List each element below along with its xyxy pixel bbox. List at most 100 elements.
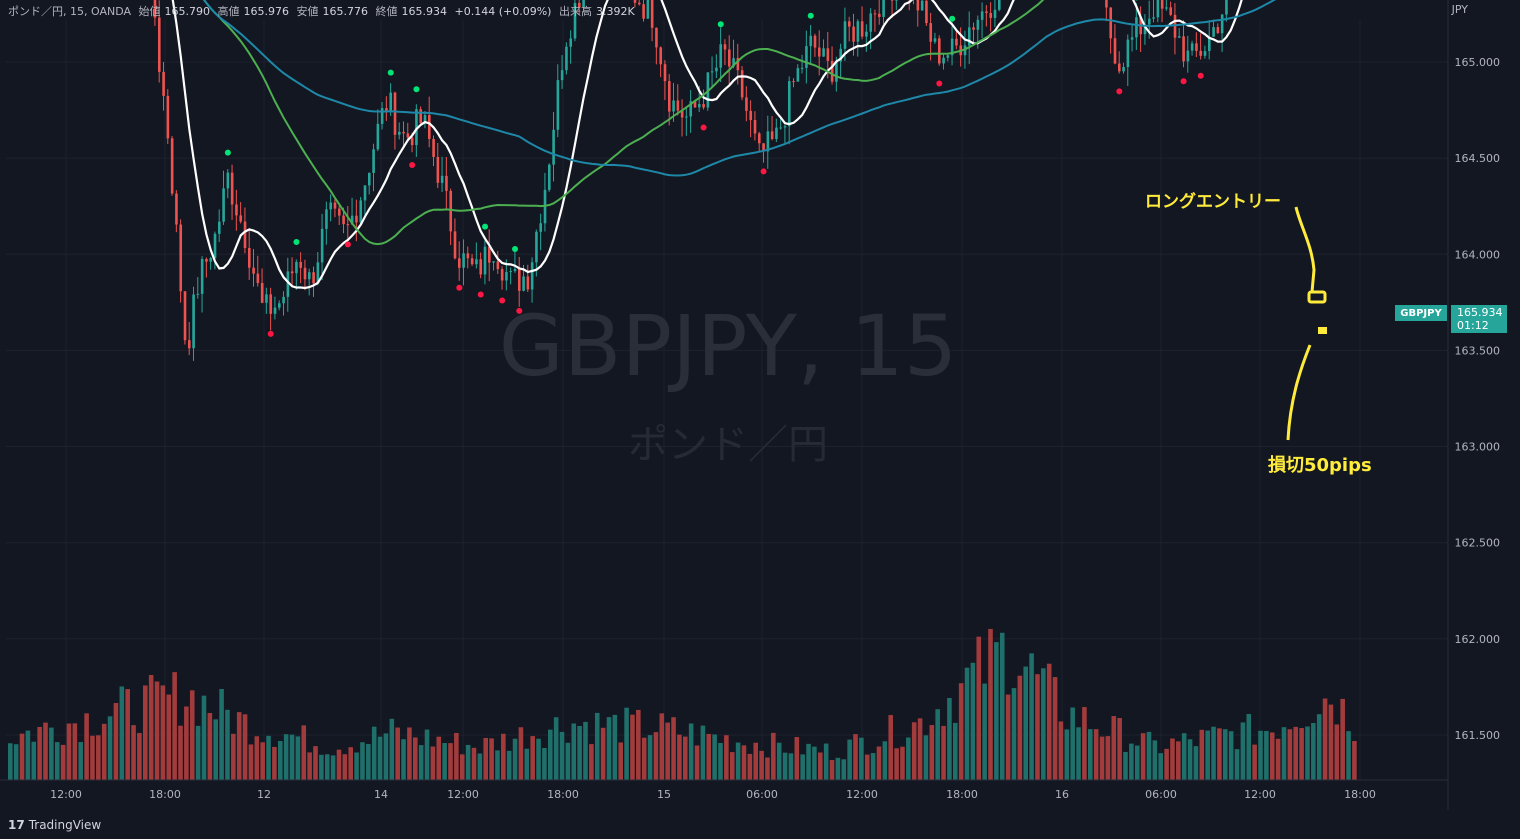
volume-bar <box>395 728 400 780</box>
volume-bar <box>190 690 195 780</box>
volume-bar <box>237 712 242 780</box>
candle-body <box>548 165 551 190</box>
candle-body <box>244 222 247 248</box>
symbol-title[interactable]: ポンド／円, 15, OANDA <box>8 5 131 18</box>
volume-bar <box>278 741 283 780</box>
volume-bar <box>307 752 312 780</box>
volume-bar <box>1270 732 1275 780</box>
volume-bar <box>701 726 706 780</box>
volume-bar <box>841 759 846 780</box>
candle-body <box>557 80 560 130</box>
volume-bar <box>1111 716 1116 780</box>
time-tick-label: 18:00 <box>149 788 181 801</box>
volume-bar <box>73 723 78 780</box>
volume-bar <box>1229 731 1234 780</box>
candle-body <box>299 262 302 268</box>
volume-bar <box>26 731 31 780</box>
candle-body <box>784 126 787 127</box>
candle-body <box>467 253 470 258</box>
candle-body <box>355 216 358 223</box>
volume-bar <box>1129 744 1134 780</box>
volume-bar <box>683 737 688 780</box>
candle-body <box>1169 7 1172 15</box>
volume-bar <box>208 713 213 780</box>
candle-body <box>1225 0 1228 15</box>
candle-body <box>827 48 830 61</box>
volume-bar <box>642 738 647 780</box>
candle-body <box>835 61 838 81</box>
candle-body <box>171 138 174 193</box>
volume-bar <box>753 743 758 780</box>
candle-body <box>428 115 431 139</box>
candle-body <box>497 261 500 269</box>
volume-bar <box>742 745 747 780</box>
low-value: 165.776 <box>323 5 369 18</box>
candle-body <box>201 259 204 294</box>
candle-body <box>449 191 452 231</box>
candle-body <box>1152 17 1155 18</box>
volume-bar <box>771 733 776 780</box>
currency-label: JPY <box>1452 3 1468 16</box>
entry-pointer-curve <box>1296 207 1314 292</box>
volume-bar <box>1335 724 1340 780</box>
candle-body <box>454 231 457 258</box>
volume-bar <box>988 629 993 780</box>
candle-body <box>1131 37 1134 39</box>
volume-bar <box>871 753 876 780</box>
candle-body <box>501 269 504 280</box>
stop-marker <box>1318 327 1327 334</box>
volume-bar <box>20 734 25 780</box>
volume-bar <box>912 722 917 780</box>
volume-bar <box>372 727 377 780</box>
volume-bar <box>1141 733 1146 780</box>
time-tick-label: 12 <box>257 788 271 801</box>
volume-bar <box>1252 745 1257 780</box>
volume-bar <box>630 715 635 780</box>
volume-bar <box>155 682 160 780</box>
tradingview-logo[interactable]: 𝟭𝟳 TradingView <box>8 818 101 832</box>
volume-bar <box>1088 729 1093 780</box>
candle-body <box>518 269 521 291</box>
candle-body <box>385 108 388 110</box>
candle-body <box>282 297 285 303</box>
volume-bar <box>431 747 436 780</box>
fractal-high-marker <box>808 13 814 19</box>
volume-bar <box>560 732 565 780</box>
candle-body <box>291 271 294 273</box>
volume-bar <box>178 726 183 780</box>
candle-body <box>1109 8 1112 39</box>
volume-bar <box>935 709 940 780</box>
candle-body <box>1157 0 1160 17</box>
candle-body <box>321 229 324 262</box>
time-tick-label: 06:00 <box>1145 788 1177 801</box>
volume-bar <box>14 744 19 780</box>
volume-bar <box>1164 749 1169 780</box>
stop-annotation-label: 損切50pips <box>1268 454 1372 476</box>
candle-body <box>685 117 688 118</box>
volume-bar <box>513 739 518 780</box>
volume-bar <box>818 753 823 780</box>
volume-bar <box>78 742 83 780</box>
volume-bar <box>143 685 148 780</box>
candle-body <box>1204 51 1207 56</box>
price-tick-label: 163.000 <box>1455 441 1501 454</box>
candle-body <box>981 11 984 19</box>
fractal-low-marker <box>456 285 462 291</box>
volume-bar <box>125 689 130 780</box>
volume-bar <box>1217 728 1222 780</box>
candle-body <box>655 28 658 48</box>
volume-bar <box>8 743 13 780</box>
candle-body <box>527 276 530 289</box>
candle-body <box>792 81 795 82</box>
candle-body <box>745 97 748 110</box>
candle-body <box>659 47 662 64</box>
watermark-main: GBPJPY, 15 <box>499 297 958 395</box>
volume-bar <box>390 719 395 780</box>
candle-body <box>377 124 380 149</box>
candle-body <box>1191 43 1194 50</box>
close-value: 165.934 <box>402 5 448 18</box>
volume-bar <box>1205 730 1210 780</box>
volume-bar <box>213 719 218 780</box>
